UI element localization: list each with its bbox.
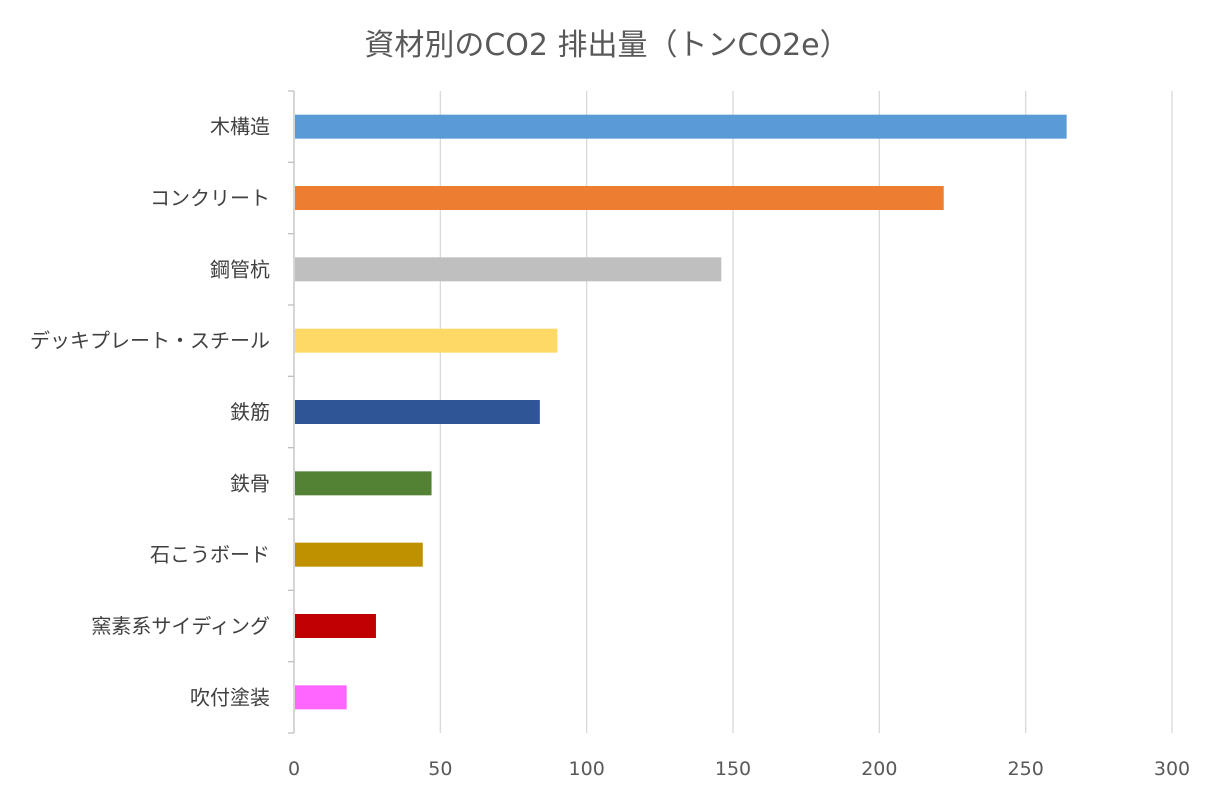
bar-2 — [295, 257, 722, 282]
category-label-4: 鉄筋 — [230, 400, 270, 424]
category-label-3: デッキプレート・スチール — [30, 329, 270, 353]
bar-6 — [295, 542, 423, 567]
category-label-8: 吹付塗装 — [190, 685, 270, 709]
tick-label-200: 200 — [861, 758, 897, 780]
bar-7 — [295, 614, 376, 638]
chart-title: 資材別のCO2 排出量（トンCO2e） — [364, 28, 849, 63]
tick-label-300: 300 — [1154, 758, 1190, 780]
category-label-0: 木構造 — [210, 115, 270, 139]
bar-8 — [295, 685, 347, 710]
category-axis — [288, 90, 295, 734]
value-axis-tick-labels: 0 50 100 150 200 250 300 — [288, 758, 1190, 780]
tick-label-50: 50 — [428, 758, 452, 780]
bar-4 — [295, 400, 540, 424]
bars — [295, 114, 1067, 710]
category-label-1: コンクリート — [150, 186, 270, 210]
category-label-7: 窯素系サイディング — [91, 614, 270, 638]
bar-5 — [295, 471, 432, 496]
tick-label-0: 0 — [288, 758, 300, 780]
tick-label-250: 250 — [1008, 758, 1044, 780]
bar-3 — [295, 328, 558, 353]
category-label-5: 鉄骨 — [230, 471, 270, 495]
category-label-2: 鋼管杭 — [210, 257, 270, 281]
category-labels: 木構造コンクリート鋼管杭デッキプレート・スチール鉄筋鉄骨石こうボード窯素系サイデ… — [30, 115, 270, 710]
tick-label-150: 150 — [715, 758, 751, 780]
tick-label-100: 100 — [569, 758, 605, 780]
category-label-6: 石こうボード — [150, 543, 270, 567]
bar-0 — [295, 114, 1067, 139]
bar-1 — [295, 186, 944, 210]
